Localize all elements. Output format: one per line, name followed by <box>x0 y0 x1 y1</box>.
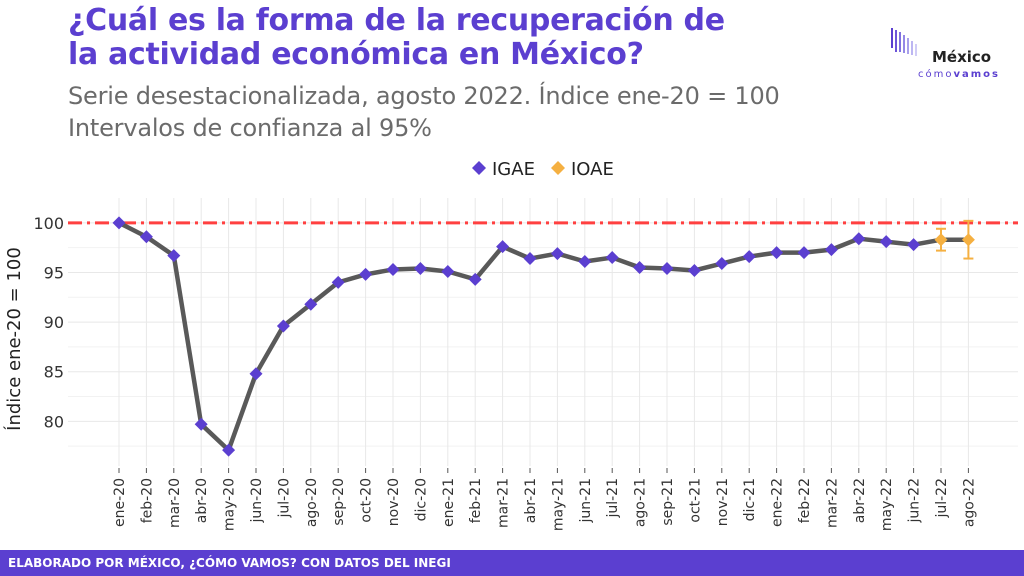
y-tick-label: 100 <box>33 214 64 233</box>
y-tick-label: 80 <box>44 412 64 431</box>
axis-layer: 80 85 90 95 100 ene-20 feb-20 mar-20 abr-20 may-2… <box>33 214 977 531</box>
ioae-point <box>961 233 975 247</box>
subtitle-line-2: Intervalos de confianza al 95% <box>68 114 432 142</box>
y-axis-label: Índice ene-20 = 100 <box>3 247 25 431</box>
x-tick-label: mar-20 <box>167 478 183 528</box>
x-tick-label: abr-21 <box>523 478 539 523</box>
x-tick-label: jul-20 <box>276 478 292 519</box>
igae-point <box>331 275 345 289</box>
x-tick-label: may-21 <box>550 478 566 531</box>
x-tick-label: sep-21 <box>660 478 676 526</box>
x-tick-label: may-22 <box>879 478 895 531</box>
igae-point <box>139 230 153 244</box>
igae-point <box>413 261 427 275</box>
igae-point <box>194 417 208 431</box>
x-tick-label: jun-21 <box>578 478 594 524</box>
x-tick-label: nov-21 <box>715 478 731 526</box>
igae-point <box>496 240 510 254</box>
igae-point <box>633 260 647 274</box>
footer-credit: ELABORADO POR MÉXICO, ¿CÓMO VAMOS? CON D… <box>0 550 1024 576</box>
igae-point <box>605 251 619 265</box>
x-tick-label: may-20 <box>222 478 238 531</box>
igae-point <box>222 443 236 457</box>
x-tick-label: abr-22 <box>852 478 868 523</box>
igae-point <box>578 255 592 269</box>
igae-point <box>441 264 455 278</box>
legend-ioae-marker <box>551 161 565 175</box>
y-tick-label: 90 <box>44 313 64 332</box>
x-tick-label: feb-20 <box>139 478 155 523</box>
igae-point <box>852 232 866 246</box>
x-tick-label: jun-20 <box>249 478 265 524</box>
igae-point <box>359 267 373 281</box>
x-tick-label: mar-22 <box>824 478 840 528</box>
x-tick-label: ene-20 <box>112 478 128 527</box>
igae-point <box>112 216 126 230</box>
igae-point <box>523 252 537 266</box>
logo: México cómovamos <box>890 26 1010 86</box>
ioae-point <box>934 233 948 247</box>
igae-point <box>797 246 811 260</box>
x-tick-label: ene-21 <box>441 478 457 527</box>
x-tick-label: mar-21 <box>496 478 512 528</box>
igae-point <box>249 367 263 381</box>
igae-point <box>550 247 564 261</box>
igae-point <box>386 262 400 276</box>
subtitle-line-1: Serie desestacionalizada, agosto 2022. Í… <box>68 82 780 110</box>
y-tick-label: 85 <box>44 363 64 382</box>
x-tick-label: abr-20 <box>194 478 210 523</box>
logo-bars-icon <box>891 28 917 56</box>
x-tick-label: sep-20 <box>331 478 347 526</box>
legend: IGAE IOAE <box>472 159 614 180</box>
x-tick-label: nov-20 <box>386 478 402 526</box>
logo-tag-bold: vamos <box>953 69 1000 80</box>
igae-point <box>879 235 893 249</box>
igae-point <box>715 257 729 271</box>
x-tick-label: dic-21 <box>742 478 758 521</box>
legend-igae-marker <box>472 161 486 175</box>
chart-title: ¿Cuál es la forma de la recuperación de … <box>68 4 725 72</box>
igae-point <box>304 297 318 311</box>
igae-point <box>276 319 290 333</box>
igae-point <box>468 272 482 286</box>
x-tick-label: feb-21 <box>468 478 484 523</box>
legend-ioae-label: IOAE <box>571 159 614 180</box>
x-tick-label: jun-22 <box>907 478 923 524</box>
igae-point <box>742 250 756 264</box>
legend-igae-label: IGAE <box>492 159 535 180</box>
igae-point <box>770 246 784 260</box>
x-tick-label: oct-21 <box>687 478 703 523</box>
logo-tag-light: cómo <box>918 69 954 80</box>
x-tick-label: jul-21 <box>605 478 621 519</box>
series-layer <box>112 216 975 457</box>
igae-point <box>660 261 674 275</box>
chart-subtitle: Serie desestacionalizada, agosto 2022. Í… <box>68 80 780 144</box>
y-tick-label: 95 <box>44 263 64 282</box>
x-tick-label: oct-20 <box>359 478 375 523</box>
title-line-1: ¿Cuál es la forma de la recuperación de <box>68 3 725 38</box>
title-line-2: la actividad económica en México? <box>68 37 644 72</box>
logo-name: México <box>932 48 992 66</box>
line-chart: 80 85 90 95 100 ene-20 feb-20 mar-20 abr-20 may-2… <box>3 159 1018 531</box>
igae-point <box>687 263 701 277</box>
x-tick-label: ago-21 <box>633 478 649 527</box>
series-line <box>117 220 969 453</box>
igae-point <box>907 238 921 252</box>
igae-point <box>824 243 838 257</box>
x-tick-label: dic-20 <box>413 478 429 521</box>
logo-tagline: cómovamos <box>890 69 1000 80</box>
x-tick-label: jul-22 <box>934 478 950 519</box>
x-tick-label: ene-22 <box>770 478 786 527</box>
grid-lines <box>68 198 1018 466</box>
x-tick-label: ago-20 <box>304 478 320 527</box>
igae-point <box>167 249 181 263</box>
x-tick-label: feb-22 <box>797 478 813 523</box>
x-tick-label: ago-22 <box>961 478 977 527</box>
